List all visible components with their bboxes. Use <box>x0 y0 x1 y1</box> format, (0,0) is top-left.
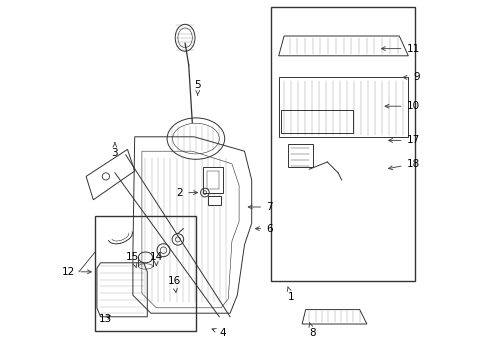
Text: 3: 3 <box>111 143 118 158</box>
Text: 5: 5 <box>194 80 201 95</box>
Bar <box>271 7 415 281</box>
Bar <box>203 167 223 193</box>
Text: 6: 6 <box>255 224 272 234</box>
Text: 7: 7 <box>248 202 272 212</box>
Text: 11: 11 <box>381 44 419 54</box>
Bar <box>287 144 312 167</box>
Text: 12: 12 <box>62 267 91 277</box>
Text: 4: 4 <box>212 328 225 338</box>
Text: 10: 10 <box>384 101 419 111</box>
Text: 18: 18 <box>388 159 419 170</box>
Text: 1: 1 <box>286 287 294 302</box>
Text: 14: 14 <box>149 252 163 266</box>
Bar <box>280 110 352 133</box>
Bar <box>206 171 219 189</box>
Bar <box>95 216 196 331</box>
Text: 9: 9 <box>402 72 420 82</box>
Text: 8: 8 <box>308 323 316 338</box>
Text: 13: 13 <box>99 314 112 324</box>
Text: 2: 2 <box>176 188 197 198</box>
Text: 16: 16 <box>167 276 181 292</box>
Bar <box>208 196 221 205</box>
Text: 17: 17 <box>388 135 419 145</box>
Text: 15: 15 <box>126 252 139 268</box>
